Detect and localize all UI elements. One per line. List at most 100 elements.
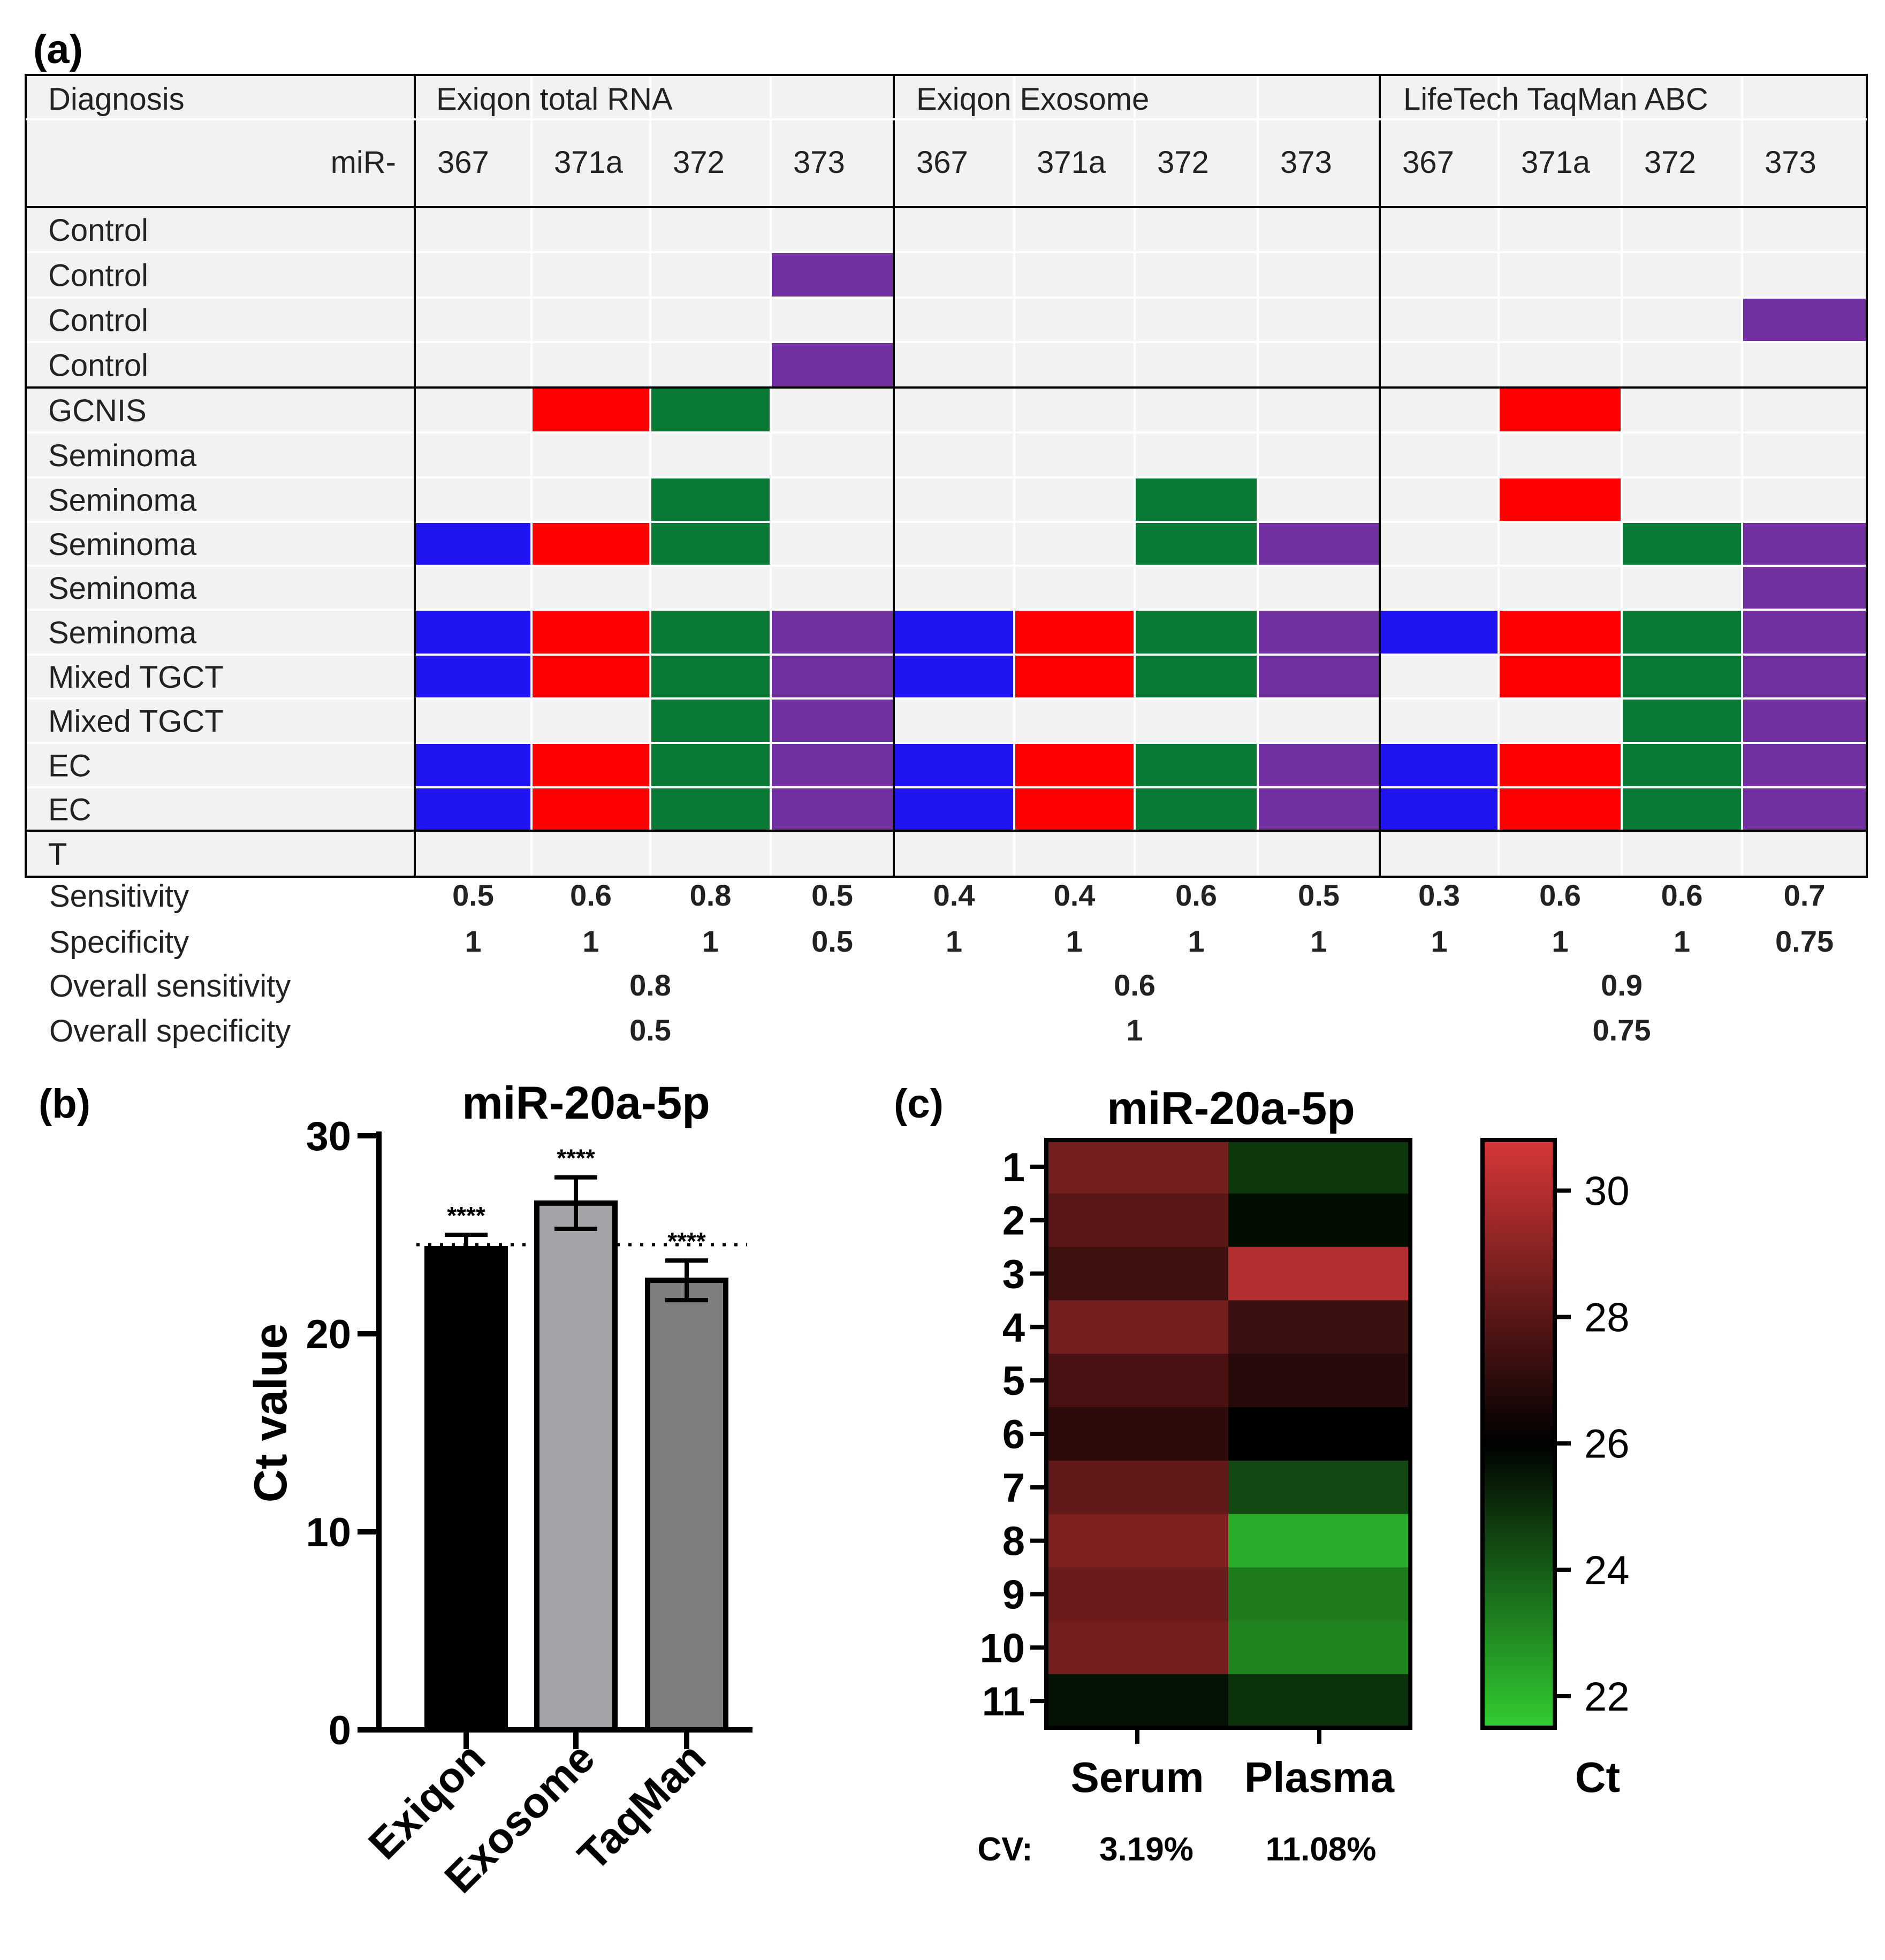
mir-column-header: 367 — [437, 145, 489, 180]
positive-cell — [651, 611, 770, 654]
y-tick-label: 0 — [329, 1708, 351, 1753]
sensitivity-value: 0.6 — [1175, 878, 1217, 912]
positive-cell — [1136, 611, 1257, 654]
heatmap-cell — [1228, 1407, 1411, 1461]
diagnosis-row-label: Control — [48, 303, 148, 338]
positive-cell — [1500, 744, 1621, 786]
positive-cell — [1623, 744, 1741, 786]
heatmap-cell — [1046, 1300, 1229, 1354]
specificity-value: 1 — [1674, 924, 1690, 958]
row-label: 5 — [1002, 1358, 1025, 1404]
overall-specificity-value: 0.5 — [629, 1013, 671, 1047]
colorbar-tick-label: 28 — [1584, 1295, 1630, 1341]
chart-b-title: miR-20a-5p — [462, 1077, 710, 1129]
bar — [534, 1200, 618, 1733]
positive-cell — [1015, 744, 1134, 786]
mir-column-header: 371a — [554, 145, 624, 180]
chart-b-ylabel: Ct value — [245, 1324, 297, 1503]
heatmap-cell — [1046, 1354, 1229, 1408]
diagnosis-row-label: Mixed TGCT — [48, 704, 224, 739]
diagnosis-row-label: GCNIS — [48, 393, 147, 428]
specificity-value: 1 — [1188, 924, 1204, 958]
mir-column-header: 371a — [1521, 145, 1591, 180]
diagnosis-row-label: Seminoma — [48, 483, 197, 518]
row-label: 6 — [1002, 1412, 1025, 1457]
mir-column-header: 371a — [1037, 145, 1106, 180]
positive-cell — [651, 478, 770, 521]
row-label: 10 — [979, 1625, 1025, 1671]
heatmap-cell — [1046, 1140, 1229, 1194]
table-cells — [416, 253, 1866, 830]
diagnosis-row-label: Seminoma — [48, 527, 197, 562]
colorbar-tick-label: 22 — [1584, 1674, 1630, 1720]
positive-cell — [1623, 611, 1741, 654]
diagnosis-header: Diagnosis — [48, 82, 185, 117]
positive-cell — [1623, 656, 1741, 697]
row-label: 1 — [1002, 1145, 1025, 1190]
heatmap-cell — [1228, 1567, 1411, 1621]
positive-cell — [1743, 523, 1866, 565]
diagnosis-row-label: Mixed TGCT — [48, 660, 224, 695]
positive-cell — [651, 656, 770, 697]
sensitivity-specificity-values: 0.5 1 0.6 1 0.8 1 0.5 0.5 0.4 1 0.4 1 0.6 1 0.5 1 0.3 1 0.… — [452, 878, 1834, 1047]
significance-marker: **** — [557, 1144, 595, 1172]
heatmap-cell — [1228, 1514, 1411, 1568]
positive-cell — [1136, 656, 1257, 697]
mir-column-header: 373 — [793, 145, 845, 180]
diagnosis-row-label: Seminoma — [48, 571, 197, 606]
positive-cell — [1500, 611, 1621, 654]
sensitivity-value: 0.3 — [1418, 878, 1460, 912]
specificity-value: 1 — [1431, 924, 1447, 958]
overall-specificity-value: 0.75 — [1593, 1013, 1651, 1047]
group-header-exiqon-total-rna: Exiqon total RNA — [436, 82, 673, 117]
positive-cell — [772, 253, 893, 297]
sensitivity-label: Sensitivity — [49, 879, 189, 914]
positive-cell — [1136, 523, 1257, 565]
positive-cell — [651, 788, 770, 830]
heatmap-cell — [1046, 1247, 1229, 1301]
mir-column-header: 372 — [1157, 145, 1209, 180]
positive-cell — [1743, 567, 1866, 609]
cv-label: CV: — [977, 1831, 1032, 1868]
row-label: 8 — [1002, 1519, 1025, 1564]
heatmap-cell — [1046, 1460, 1229, 1515]
heatmap-cell — [1228, 1300, 1411, 1354]
overall-sensitivity-label: Overall sensitivity — [49, 969, 291, 1004]
diagnosis-row-labels: Control Control Control Control GCNIS Seminom… — [48, 213, 224, 872]
heatmap-cell — [1046, 1567, 1229, 1621]
mir-column-header: 373 — [1765, 145, 1816, 180]
diagnosis-row-label: EC — [48, 793, 92, 827]
sensitivity-value: 0.7 — [1784, 878, 1826, 912]
heatmap-cell — [1228, 1354, 1411, 1408]
sensitivity-value: 0.4 — [933, 878, 975, 912]
specificity-value: 1 — [465, 924, 481, 958]
positive-cell — [651, 523, 770, 565]
positive-cell — [533, 744, 649, 786]
positive-cell — [533, 611, 649, 654]
colorbar-tick-label: 26 — [1584, 1422, 1630, 1467]
positive-cell — [1259, 611, 1379, 654]
heatmap-cell — [1228, 1460, 1411, 1515]
positive-cell — [895, 656, 1013, 697]
row-label: 2 — [1002, 1198, 1025, 1244]
positive-cell — [416, 523, 530, 565]
positive-cell — [416, 788, 530, 830]
heatmap-cell — [1228, 1621, 1411, 1675]
positive-cell — [1623, 788, 1741, 830]
colorbar — [1480, 1138, 1557, 1730]
cv-value-serum: 3.19% — [1099, 1831, 1194, 1868]
diagnosis-row-label: Seminoma — [48, 438, 197, 473]
panel-a-table: (a) Diagnosis miR- Exiqon total RNA Exiq… — [25, 27, 1868, 1049]
row-label: 9 — [1002, 1572, 1025, 1617]
positive-cell — [1259, 656, 1379, 697]
row-label: 7 — [1002, 1465, 1025, 1511]
row-label: 11 — [982, 1679, 1025, 1725]
y-tick-label: 10 — [306, 1510, 351, 1555]
heatmap-cell — [1228, 1193, 1411, 1248]
positive-cell — [1743, 656, 1866, 697]
positive-cell — [1500, 478, 1621, 521]
significance-marker: **** — [447, 1202, 485, 1229]
specificity-value: 1 — [1066, 924, 1083, 958]
